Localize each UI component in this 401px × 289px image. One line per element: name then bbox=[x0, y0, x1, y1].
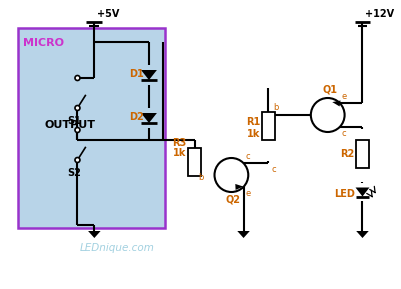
Text: OUTPUT: OUTPUT bbox=[45, 120, 95, 130]
Text: R2: R2 bbox=[339, 149, 354, 159]
Circle shape bbox=[310, 98, 344, 132]
Circle shape bbox=[214, 158, 248, 192]
Polygon shape bbox=[141, 70, 156, 80]
Polygon shape bbox=[355, 231, 368, 238]
Text: e: e bbox=[341, 92, 346, 101]
Polygon shape bbox=[235, 184, 243, 190]
Text: S1: S1 bbox=[67, 116, 81, 126]
Text: c: c bbox=[270, 165, 275, 175]
Polygon shape bbox=[332, 101, 340, 106]
Text: R1: R1 bbox=[245, 117, 259, 127]
Text: c: c bbox=[341, 129, 346, 138]
Bar bbox=[18, 28, 164, 228]
Text: LEDnique.com: LEDnique.com bbox=[79, 243, 154, 253]
Polygon shape bbox=[88, 231, 100, 238]
Circle shape bbox=[75, 105, 80, 110]
Bar bbox=[261, 112, 274, 140]
Text: e: e bbox=[245, 188, 250, 198]
Bar bbox=[355, 140, 368, 168]
Circle shape bbox=[75, 75, 80, 81]
Polygon shape bbox=[141, 113, 156, 123]
Text: D1: D1 bbox=[129, 69, 144, 79]
Text: b: b bbox=[272, 103, 278, 112]
Text: D2: D2 bbox=[129, 112, 144, 122]
Text: +12V: +12V bbox=[365, 9, 394, 19]
Text: S2: S2 bbox=[67, 168, 81, 178]
Text: 1k: 1k bbox=[246, 129, 259, 139]
Circle shape bbox=[75, 158, 80, 162]
Text: MICRO: MICRO bbox=[23, 38, 64, 48]
Text: 1k: 1k bbox=[173, 148, 186, 158]
Text: LED: LED bbox=[333, 189, 354, 199]
Polygon shape bbox=[237, 231, 249, 238]
Text: c: c bbox=[245, 152, 249, 162]
Text: Q2: Q2 bbox=[225, 195, 240, 205]
Text: b: b bbox=[198, 173, 203, 182]
Text: Q1: Q1 bbox=[322, 85, 336, 95]
Text: R3: R3 bbox=[172, 138, 186, 148]
Polygon shape bbox=[354, 188, 369, 197]
Text: +5V: +5V bbox=[97, 9, 119, 19]
Circle shape bbox=[75, 127, 80, 132]
Bar bbox=[188, 148, 200, 176]
